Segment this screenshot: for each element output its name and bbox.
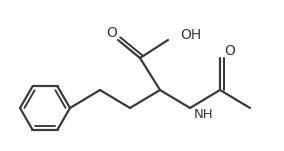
Text: O: O — [106, 26, 118, 40]
Text: NH: NH — [194, 108, 214, 120]
Text: OH: OH — [180, 28, 201, 42]
Text: O: O — [224, 44, 235, 58]
